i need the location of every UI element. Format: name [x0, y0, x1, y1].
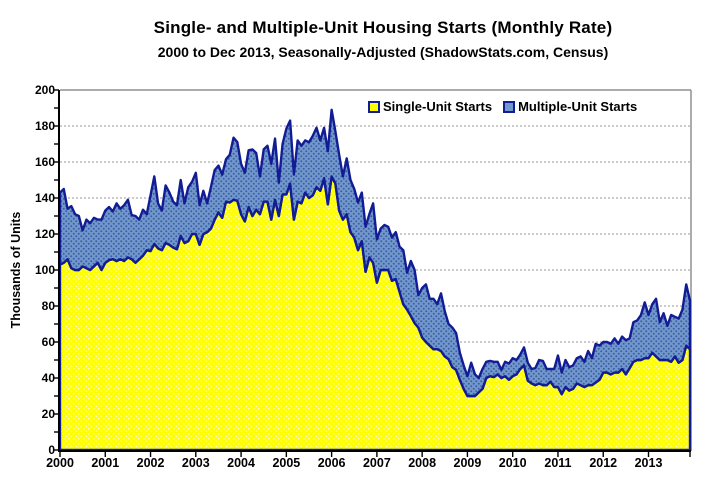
- x-tick-label: 2005: [272, 456, 301, 470]
- legend-label-multiple: Multiple-Unit Starts: [518, 99, 638, 114]
- y-tick-label: 120: [34, 227, 55, 241]
- x-tick-label: 2012: [589, 456, 618, 470]
- legend-item-single: Single-Unit Starts: [368, 99, 492, 114]
- y-tick-label: 20: [41, 407, 55, 421]
- y-tick-label: 40: [41, 371, 55, 385]
- x-tick-label: 2008: [408, 456, 437, 470]
- chart-title: Single- and Multiple-Unit Housing Starts…: [153, 18, 613, 37]
- x-tick-label: 2006: [317, 456, 346, 470]
- y-tick-label: 100: [34, 263, 55, 277]
- legend-label-single: Single-Unit Starts: [383, 99, 493, 114]
- y-tick-label: 160: [34, 155, 55, 169]
- y-tick-label: 0: [48, 443, 55, 457]
- plot-area: [53, 89, 692, 457]
- x-tick-label: 2009: [453, 456, 482, 470]
- multiple-unit-swatch-icon: [503, 100, 516, 113]
- y-tick-label: 60: [41, 335, 55, 349]
- multiple-unit-area: [58, 108, 692, 398]
- y-tick-label: 140: [34, 191, 55, 205]
- x-tick-label: 2011: [544, 456, 572, 470]
- y-tick-label: 180: [34, 119, 55, 133]
- legend-item-multiple: Multiple-Unit Starts: [503, 99, 637, 114]
- y-tick-label: 200: [34, 83, 55, 97]
- x-tick-label: 2013: [634, 456, 663, 470]
- y-tick-label: 80: [41, 299, 55, 313]
- x-tick-label: 2000: [46, 456, 74, 470]
- single-unit-swatch-icon: [368, 100, 380, 113]
- x-tick-label: 2002: [136, 456, 165, 470]
- x-tick-label: 2004: [227, 456, 255, 470]
- x-tick-label: 2010: [498, 456, 527, 470]
- legend: Single-Unit Starts Multiple-Unit Starts: [368, 99, 637, 114]
- x-tick-label: 2007: [362, 456, 391, 470]
- x-tick-label: 2003: [181, 456, 210, 470]
- x-tick-label: 2001: [91, 456, 120, 470]
- chart-subtitle: 2000 to Dec 2013, Seasonally-Adjusted (S…: [157, 44, 609, 60]
